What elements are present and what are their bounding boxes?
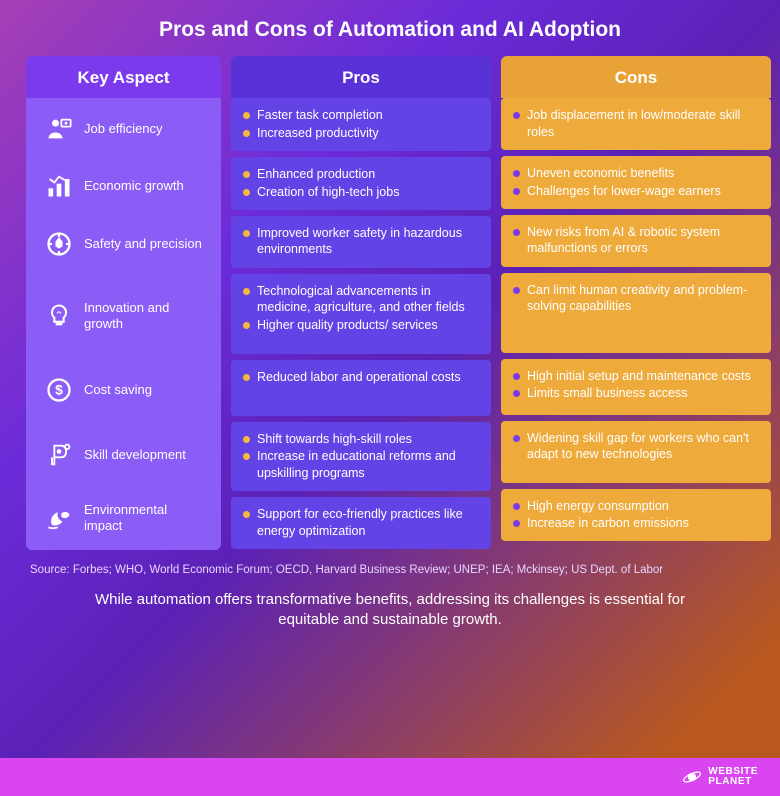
aspect-header: Key Aspect: [26, 56, 221, 98]
aspect-label: Innovation and growth: [84, 300, 203, 333]
aspect-label: Economic growth: [84, 178, 184, 194]
brand-logo: WEBSITE PLANET: [682, 767, 758, 787]
pros-cell: Improved worker safety in hazardous envi…: [231, 216, 491, 268]
pros-bullet: Higher quality products/ services: [243, 317, 479, 334]
aspect-label: Safety and precision: [84, 236, 202, 252]
job-efficiency-icon: [44, 114, 74, 144]
pros-cell: Support for eco-friendly practices like …: [231, 497, 491, 549]
aspect-label: Environmental impact: [84, 502, 203, 535]
cons-cell: New risks from AI & robotic system malfu…: [501, 215, 771, 267]
pros-bullet: Increase in educational reforms and upsk…: [243, 448, 479, 482]
safety-precision-icon: [44, 229, 74, 259]
cons-bullet: Can limit human creativity and problem-s…: [513, 282, 759, 316]
pros-cell: Reduced labor and operational costs: [231, 360, 491, 416]
pros-bullet: Creation of high-tech jobs: [243, 184, 479, 201]
footer-bar: WEBSITE PLANET: [0, 758, 780, 796]
cons-bullet: New risks from AI & robotic system malfu…: [513, 224, 759, 258]
aspect-column: Key Aspect Job efficiency Economic growth…: [26, 56, 221, 550]
brand-text: WEBSITE PLANET: [708, 767, 758, 787]
aspect-cell: $ Cost saving: [32, 362, 215, 418]
aspect-label: Cost saving: [84, 382, 152, 398]
aspect-cell: Safety and precision: [32, 218, 215, 270]
aspect-label: Skill development: [84, 447, 186, 463]
innovation-growth-icon: [44, 301, 74, 331]
svg-text:$: $: [55, 382, 63, 398]
pros-bullet: Technological advancements in medicine, …: [243, 283, 479, 317]
comparison-table: Key Aspect Job efficiency Economic growth…: [0, 56, 780, 550]
cost-saving-icon: $: [44, 375, 74, 405]
cons-bullet: High energy consumption: [513, 498, 759, 515]
cons-cell: Job displacement in low/moderate skill r…: [501, 98, 771, 150]
cons-column: Cons Job displacement in low/moderate sk…: [501, 56, 771, 550]
skill-development-icon: [44, 440, 74, 470]
cons-bullet: Job displacement in low/moderate skill r…: [513, 107, 759, 141]
cons-cell: Can limit human creativity and problem-s…: [501, 273, 771, 353]
page-title: Pros and Cons of Automation and AI Adopt…: [0, 0, 780, 56]
pros-bullet: Support for eco-friendly practices like …: [243, 506, 479, 540]
cons-cell: High energy consumptionIncrease in carbo…: [501, 489, 771, 542]
aspect-cell: Job efficiency: [32, 104, 215, 154]
pros-cell: Shift towards high-skill rolesIncrease i…: [231, 422, 491, 492]
aspect-cell: Skill development: [32, 424, 215, 486]
cons-bullet: High initial setup and maintenance costs: [513, 368, 759, 385]
source-line: Source: Forbes; WHO, World Economic Foru…: [0, 550, 780, 580]
cons-cell: Widening skill gap for workers who can't…: [501, 421, 771, 483]
pros-cell: Technological advancements in medicine, …: [231, 274, 491, 354]
planet-icon: [682, 767, 702, 787]
cons-cell: High initial setup and maintenance costs…: [501, 359, 771, 415]
aspect-label: Job efficiency: [84, 121, 163, 137]
pros-header: Pros: [231, 56, 491, 98]
cons-header: Cons: [501, 56, 771, 98]
pros-bullet: Faster task completion: [243, 107, 479, 124]
cons-bullet: Limits small business access: [513, 385, 759, 402]
pros-bullet: Shift towards high-skill roles: [243, 431, 479, 448]
environmental-impact-icon: [44, 503, 74, 533]
pros-bullet: Enhanced production: [243, 166, 479, 183]
pros-cell: Faster task completionIncreased producti…: [231, 98, 491, 151]
cons-cell: Uneven economic benefitsChallenges for l…: [501, 156, 771, 209]
cons-bullet: Increase in carbon emissions: [513, 515, 759, 532]
aspect-cell: Environmental impact: [32, 492, 215, 544]
pros-column: Pros Faster task completionIncreased pro…: [231, 56, 491, 550]
pros-bullet: Improved worker safety in hazardous envi…: [243, 225, 479, 259]
summary-text: While automation offers transformative b…: [0, 580, 780, 631]
economic-growth-icon: [44, 171, 74, 201]
cons-bullet: Challenges for lower-wage earners: [513, 183, 759, 200]
pros-bullet: Reduced labor and operational costs: [243, 369, 479, 386]
pros-cell: Enhanced productionCreation of high-tech…: [231, 157, 491, 210]
aspect-cell: Innovation and growth: [32, 276, 215, 356]
pros-bullet: Increased productivity: [243, 125, 479, 142]
cons-bullet: Uneven economic benefits: [513, 165, 759, 182]
aspect-cell: Economic growth: [32, 160, 215, 212]
cons-bullet: Widening skill gap for workers who can't…: [513, 430, 759, 464]
